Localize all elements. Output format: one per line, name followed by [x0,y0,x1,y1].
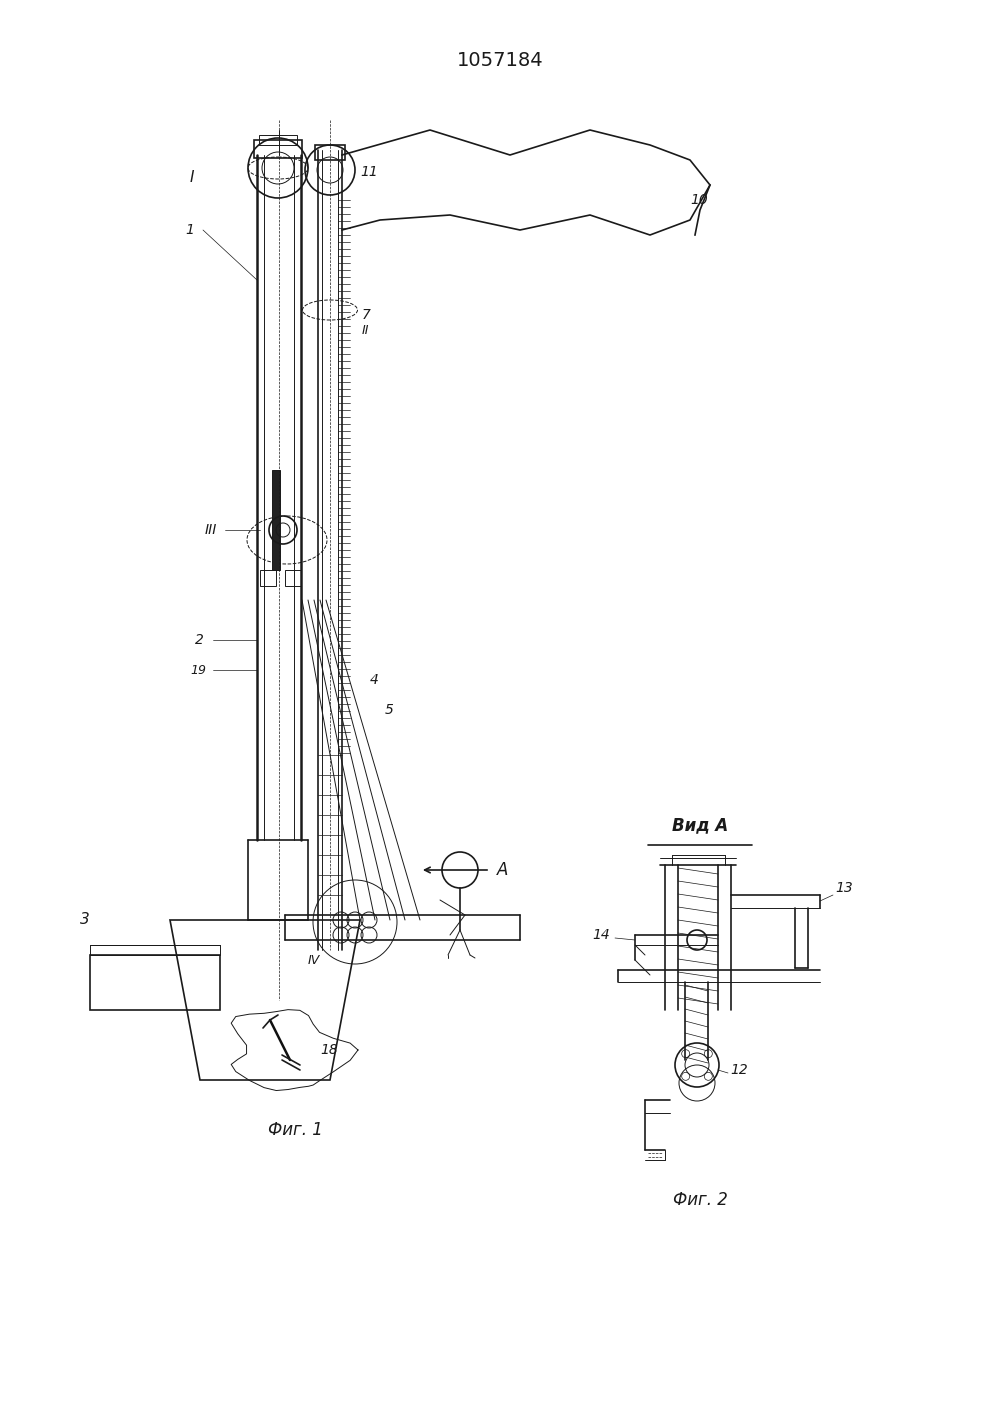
Text: Вид А: Вид А [672,816,728,834]
Text: 14: 14 [592,928,610,942]
Text: 19: 19 [190,663,206,676]
Text: 1057184: 1057184 [457,51,543,69]
Bar [254,140,302,158]
Text: 5: 5 [385,703,394,717]
Bar [90,945,220,954]
Bar [90,954,220,1010]
Bar [259,134,297,146]
Text: Фиг. 2: Фиг. 2 [673,1191,727,1209]
Text: I: I [190,171,194,185]
Text: Фиг. 1: Фиг. 1 [268,1121,322,1140]
Text: 18: 18 [320,1044,338,1058]
Text: A: A [497,861,508,880]
Text: 11: 11 [360,165,378,180]
Text: II: II [362,324,370,337]
Text: 7: 7 [362,308,371,322]
Text: 13: 13 [835,881,853,895]
Text: 2: 2 [195,633,204,648]
Text: 1: 1 [185,223,194,238]
Bar [315,146,345,160]
Text: III: III [205,523,217,537]
Text: 10: 10 [690,192,708,206]
Text: 4: 4 [370,673,379,687]
Bar [285,570,301,585]
Text: 3: 3 [80,912,90,928]
Bar [272,469,280,570]
Text: IV: IV [308,953,320,967]
Bar [260,570,276,585]
Text: 12: 12 [730,1063,748,1077]
